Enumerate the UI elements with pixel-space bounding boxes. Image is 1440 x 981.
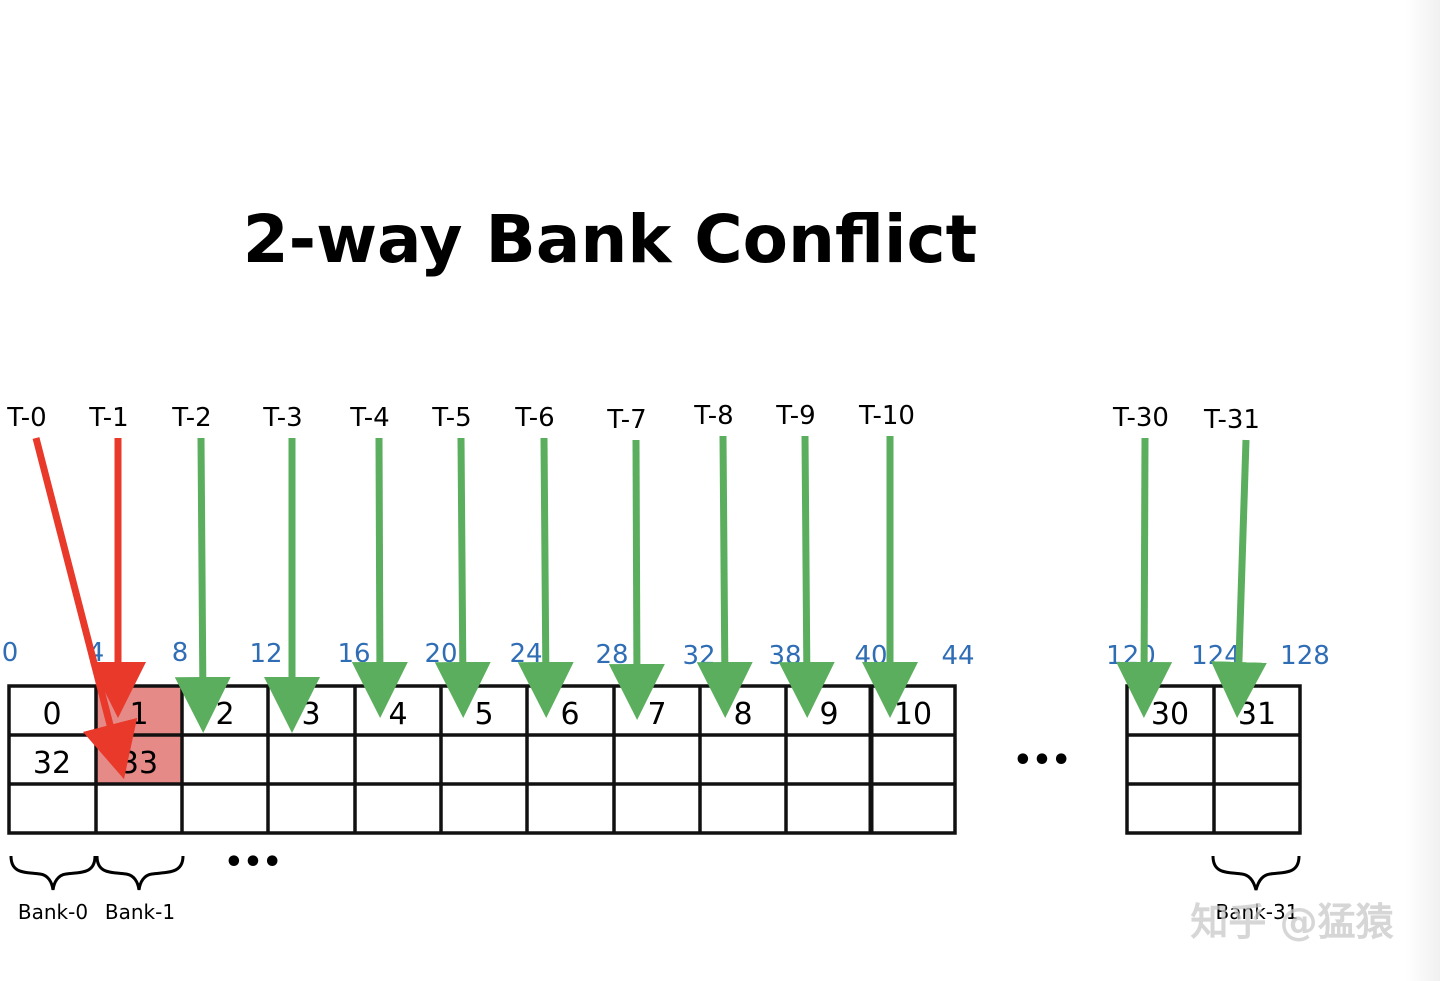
ellipsis-middle: ••• (1013, 743, 1071, 778)
arrow-t6 (517, 437, 574, 718)
cell-2: 2 (215, 697, 234, 732)
arrow-t7 (608, 439, 665, 720)
ellipsis-bottom: ••• (224, 845, 282, 880)
page-edge-shadow (1406, 0, 1440, 981)
brace-bank-0 (9, 855, 97, 891)
cell-33: 33 (120, 746, 158, 781)
cell-9: 9 (819, 697, 838, 732)
thread-label-t1: T-1 (88, 403, 128, 433)
address-label-28: 28 (595, 640, 628, 670)
bank-label-0: Bank-0 (18, 900, 88, 924)
cell-6: 6 (560, 697, 579, 732)
arrow-t9 (778, 435, 835, 718)
arrow-t8 (696, 435, 753, 718)
address-label-32: 32 (682, 641, 715, 671)
cell-10: 10 (894, 697, 932, 732)
cell-1: 1 (129, 697, 148, 732)
thread-label-t30: T-30 (1112, 403, 1169, 433)
thread-label-t7: T-7 (606, 405, 646, 435)
thread-label-t0: T-0 (6, 403, 46, 433)
thread-label-t8: T-8 (693, 401, 733, 431)
bank-label-31: Bank-31 (1216, 900, 1299, 924)
address-label-0: 0 (2, 638, 19, 668)
thread-label-t10: T-10 (858, 401, 915, 431)
brace-bank-1 (95, 855, 185, 891)
thread-label-t2: T-2 (171, 403, 211, 433)
thread-label-t31: T-31 (1203, 405, 1260, 435)
cell-4: 4 (388, 697, 407, 732)
cell-0: 0 (42, 697, 61, 732)
thread-label-t9: T-9 (775, 401, 815, 431)
address-label-44: 44 (941, 641, 974, 671)
bank-label-1: Bank-1 (105, 900, 175, 924)
thread-label-t5: T-5 (431, 403, 471, 433)
thread-label-t4: T-4 (349, 403, 389, 433)
arrow-t2 (174, 437, 231, 733)
thread-label-t6: T-6 (514, 403, 554, 433)
arrow-t4 (351, 437, 408, 718)
cell-8: 8 (733, 697, 752, 732)
brace-bank-31 (1211, 855, 1301, 891)
address-label-120: 120 (1106, 641, 1156, 671)
address-label-20: 20 (424, 639, 457, 669)
address-label-124: 124 (1191, 641, 1241, 671)
address-label-40: 40 (854, 641, 887, 671)
arrow-t5 (434, 437, 491, 718)
cell-5: 5 (474, 697, 493, 732)
address-label-38: 38 (768, 641, 801, 671)
address-label-12: 12 (249, 639, 282, 669)
cell-31: 31 (1238, 697, 1276, 732)
address-label-8: 8 (172, 638, 189, 668)
cell-32: 32 (33, 746, 71, 781)
watermark: 知乎 @猛猿 (1190, 900, 1394, 944)
cell-7: 7 (647, 697, 666, 732)
arrow-t30 (1116, 437, 1173, 718)
address-label-128: 128 (1280, 641, 1330, 671)
arrow-t31 (1210, 439, 1267, 718)
cell-3: 3 (301, 697, 320, 732)
cell-30: 30 (1151, 697, 1189, 732)
address-label-16: 16 (337, 639, 370, 669)
address-label-24: 24 (509, 639, 542, 669)
diagram-title: 2-way Bank Conflict (243, 201, 977, 278)
thread-label-t3: T-3 (262, 403, 302, 433)
